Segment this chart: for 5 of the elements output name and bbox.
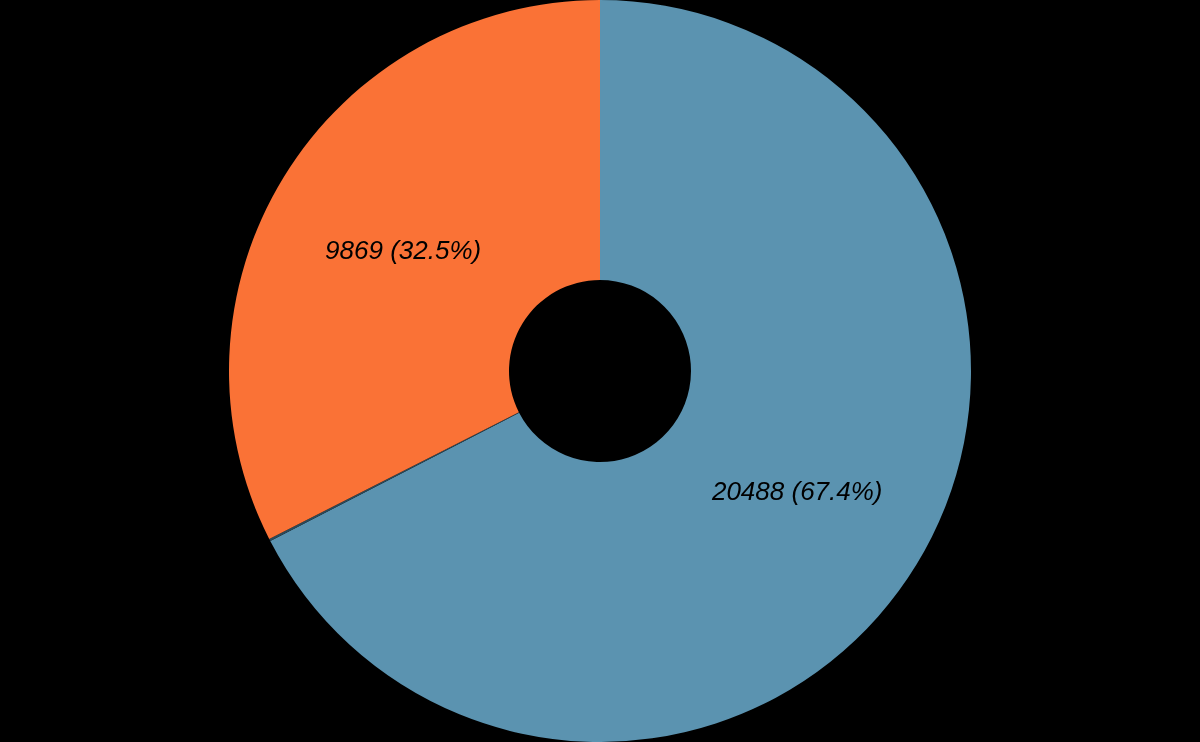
data-label: 9869 (32.5%) — [325, 235, 482, 266]
data-label: 20488 (67.4%) — [710, 476, 883, 507]
donut-slice — [269, 412, 520, 542]
donut-slice — [270, 0, 971, 742]
donut-slice — [229, 0, 600, 539]
